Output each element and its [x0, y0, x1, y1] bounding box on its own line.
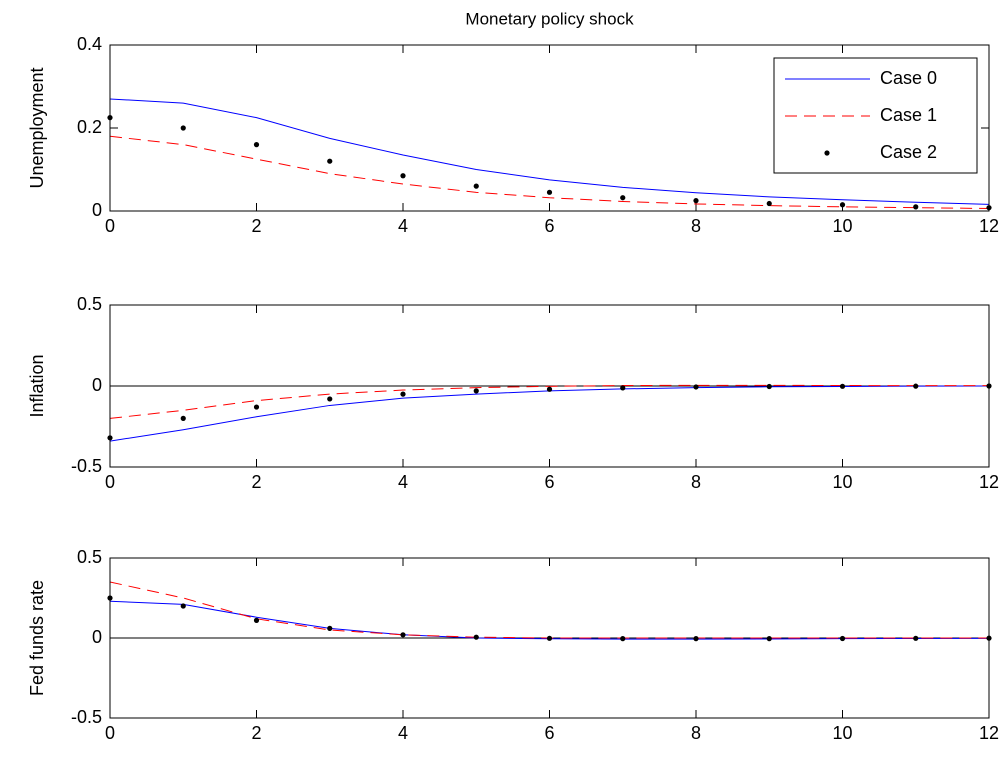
x-tick-label: 4 — [398, 472, 408, 492]
data-point — [400, 391, 406, 397]
data-point — [327, 158, 333, 164]
plot-frame — [109, 557, 990, 719]
data-point — [766, 200, 772, 207]
x-tick-label: 0 — [105, 216, 115, 236]
x-tick-label: 12 — [979, 472, 999, 492]
y-tick-label: 0.2 — [77, 117, 102, 137]
y-tick-label: 0.5 — [77, 294, 102, 314]
data-point — [473, 388, 479, 394]
x-tick-label: 0 — [105, 472, 115, 492]
data-point — [400, 173, 406, 179]
data-line — [109, 135, 990, 210]
x-tick-label: 6 — [544, 472, 554, 492]
data-point — [180, 415, 186, 421]
data-point — [546, 189, 553, 195]
x-tick-label: 12 — [979, 723, 999, 743]
data-point — [253, 617, 260, 624]
data-point — [620, 385, 626, 391]
data-point — [473, 183, 479, 189]
y-tick-label: -0.5 — [71, 456, 102, 476]
data-point — [546, 386, 553, 392]
data-point — [473, 634, 479, 640]
data-line — [109, 98, 990, 205]
x-tick-label: 2 — [251, 723, 261, 743]
data-point — [839, 635, 846, 642]
data-point — [327, 396, 333, 402]
legend-symbol — [824, 150, 830, 156]
x-tick-label: 10 — [832, 216, 852, 236]
data-point — [620, 195, 626, 201]
x-tick-label: 2 — [251, 216, 261, 236]
data-point — [693, 384, 699, 390]
plot-frame — [109, 44, 990, 212]
x-tick-label: 8 — [691, 723, 701, 743]
data-point — [913, 204, 919, 210]
y-axis-label: Inflation — [27, 354, 47, 417]
data-point — [253, 404, 260, 410]
x-tick-label: 8 — [691, 472, 701, 492]
y-tick-label: 0 — [92, 627, 102, 647]
data-point — [327, 625, 333, 632]
legend-label: Case 0 — [880, 68, 937, 88]
x-tick-label: 0 — [105, 723, 115, 743]
y-tick-label: 0.5 — [77, 547, 102, 567]
y-axis-label: Unemployment — [27, 67, 47, 188]
y-tick-label: 0 — [92, 200, 102, 220]
data-point — [913, 635, 919, 641]
data-point — [180, 125, 186, 131]
plot-frame — [109, 304, 990, 468]
data-point — [546, 635, 553, 641]
x-tick-label: 6 — [544, 723, 554, 743]
x-tick-label: 8 — [691, 216, 701, 236]
x-tick-label: 6 — [544, 216, 554, 236]
x-tick-label: 4 — [398, 216, 408, 236]
y-tick-label: -0.5 — [71, 707, 102, 727]
data-point — [693, 636, 699, 642]
data-point — [766, 636, 772, 642]
data-point — [253, 142, 260, 148]
x-tick-label: 10 — [832, 472, 852, 492]
data-line — [109, 384, 989, 419]
data-point — [839, 383, 846, 389]
x-tick-label: 2 — [251, 472, 261, 492]
data-point — [839, 202, 846, 208]
y-axis-label: Fed funds rate — [27, 580, 47, 696]
data-point — [180, 603, 186, 609]
y-tick-label: 0 — [92, 375, 102, 395]
data-point — [913, 383, 919, 389]
legend-label: Case 2 — [880, 142, 937, 162]
data-point — [766, 383, 772, 390]
data-point — [620, 636, 626, 642]
y-tick-label: 0.4 — [77, 34, 102, 54]
x-tick-label: 4 — [398, 723, 408, 743]
x-tick-label: 10 — [832, 723, 852, 743]
data-point — [693, 198, 699, 204]
data-point — [400, 632, 406, 638]
chart-title: Monetary policy shock — [465, 9, 634, 28]
x-tick-label: 12 — [979, 216, 999, 236]
legend-label: Case 1 — [880, 105, 937, 125]
